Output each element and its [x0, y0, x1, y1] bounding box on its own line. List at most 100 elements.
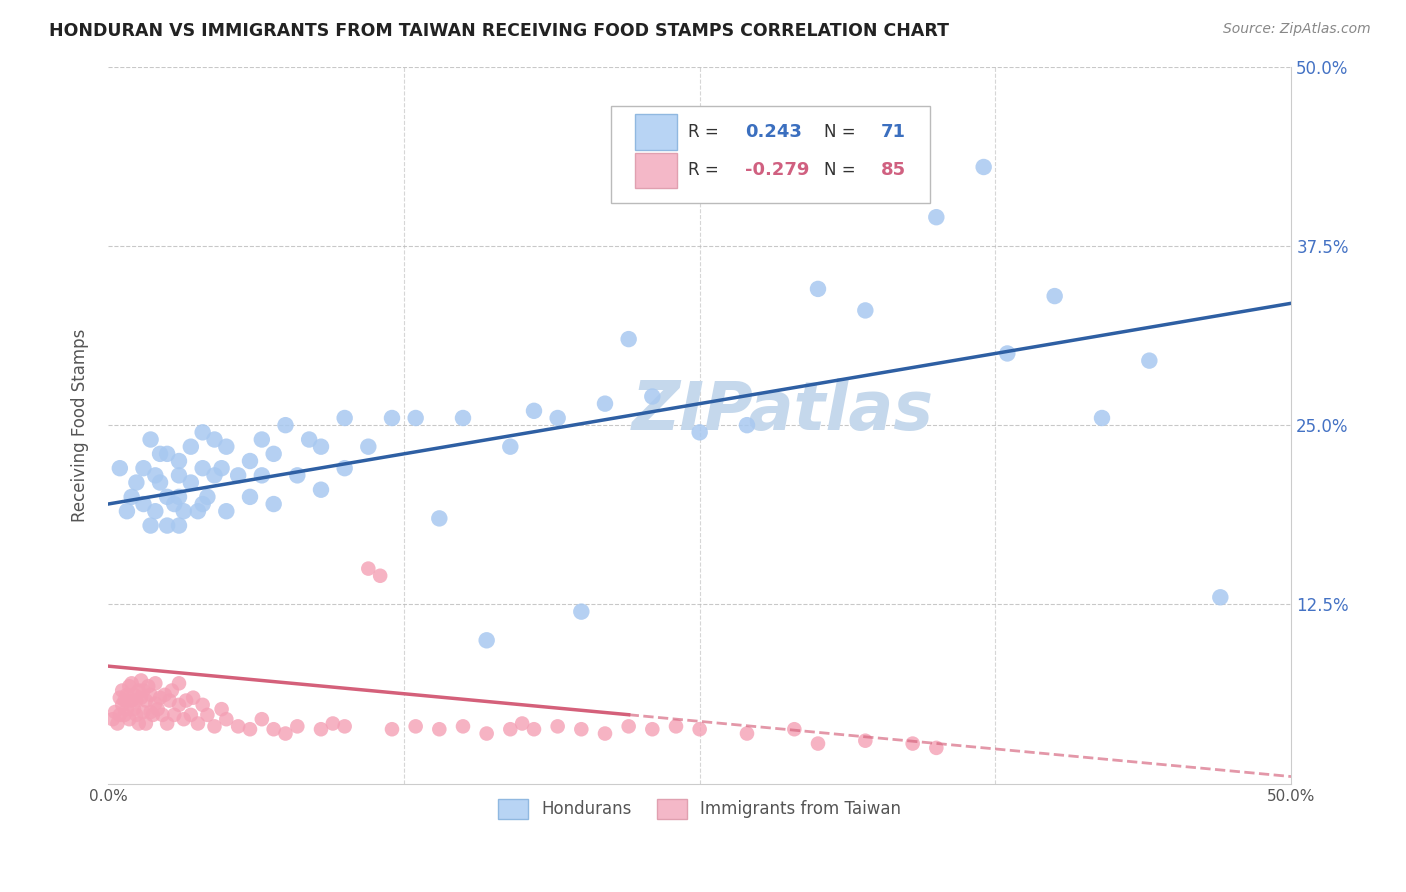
Point: [149, 447, 172, 461]
Point: [333, 461, 356, 475]
Point: [159, 693, 181, 707]
Point: [689, 723, 711, 737]
Point: [180, 475, 202, 490]
Point: [309, 723, 332, 737]
Point: [139, 518, 162, 533]
Point: [250, 433, 273, 447]
Point: [125, 707, 148, 722]
Point: [405, 719, 427, 733]
Point: [146, 702, 169, 716]
Point: [783, 723, 806, 737]
Point: [128, 716, 150, 731]
Point: [132, 461, 155, 475]
Point: [215, 440, 238, 454]
Text: -0.279: -0.279: [745, 161, 808, 179]
Point: [547, 719, 569, 733]
Y-axis label: Receiving Food Stamps: Receiving Food Stamps: [72, 328, 89, 522]
Point: [593, 397, 616, 411]
Point: [125, 693, 148, 707]
Point: [523, 723, 546, 737]
Point: [122, 688, 145, 702]
Point: [735, 726, 758, 740]
Point: [239, 723, 262, 737]
Point: [167, 698, 190, 712]
Point: [197, 490, 219, 504]
Point: [143, 504, 166, 518]
Point: [1137, 353, 1160, 368]
Point: [239, 490, 262, 504]
Point: [149, 475, 172, 490]
Point: [139, 433, 162, 447]
Point: [163, 497, 186, 511]
Point: [451, 719, 474, 733]
Text: N =: N =: [824, 122, 855, 141]
Point: [204, 468, 226, 483]
Point: [405, 411, 427, 425]
Point: [215, 504, 238, 518]
Point: [191, 698, 214, 712]
Point: [523, 404, 546, 418]
Point: [215, 712, 238, 726]
Point: [204, 719, 226, 733]
Point: [901, 737, 924, 751]
Point: [143, 468, 166, 483]
Point: [204, 433, 226, 447]
Point: [115, 702, 138, 716]
Point: [167, 490, 190, 504]
Point: [118, 679, 141, 693]
Point: [211, 461, 233, 475]
Point: [807, 282, 830, 296]
Point: [617, 719, 640, 733]
Point: [226, 468, 249, 483]
Point: [132, 683, 155, 698]
Point: [569, 723, 592, 737]
Point: [381, 723, 404, 737]
Text: 85: 85: [880, 161, 905, 179]
Point: [593, 726, 616, 740]
Point: [125, 475, 148, 490]
Point: [250, 712, 273, 726]
Point: [128, 683, 150, 698]
Point: [104, 705, 127, 719]
Point: [853, 733, 876, 747]
Text: ZIPatlas: ZIPatlas: [631, 378, 934, 444]
Text: 0.243: 0.243: [745, 122, 801, 141]
Point: [925, 210, 948, 224]
Point: [191, 497, 214, 511]
Point: [191, 425, 214, 440]
Point: [129, 690, 152, 705]
Point: [174, 693, 197, 707]
Point: [211, 702, 233, 716]
Point: [973, 160, 995, 174]
Point: [153, 688, 176, 702]
Point: [108, 690, 131, 705]
Point: [641, 389, 664, 403]
Point: [135, 716, 157, 731]
Point: [121, 693, 143, 707]
Point: [263, 497, 285, 511]
Point: [274, 418, 297, 433]
Point: [995, 346, 1018, 360]
Point: [381, 411, 404, 425]
Point: [499, 440, 522, 454]
Text: HONDURAN VS IMMIGRANTS FROM TAIWAN RECEIVING FOOD STAMPS CORRELATION CHART: HONDURAN VS IMMIGRANTS FROM TAIWAN RECEI…: [49, 22, 949, 40]
Legend: Hondurans, Immigrants from Taiwan: Hondurans, Immigrants from Taiwan: [492, 792, 908, 826]
Point: [139, 688, 162, 702]
FancyBboxPatch shape: [634, 153, 678, 188]
Point: [427, 723, 450, 737]
Point: [114, 693, 136, 707]
Point: [115, 504, 138, 518]
Point: [1043, 289, 1066, 303]
Point: [735, 418, 758, 433]
Point: [132, 497, 155, 511]
Point: [187, 504, 209, 518]
Point: [135, 693, 157, 707]
Point: [191, 461, 214, 475]
Text: N =: N =: [824, 161, 855, 179]
Point: [475, 633, 498, 648]
Point: [357, 440, 380, 454]
Point: [641, 723, 664, 737]
Point: [180, 707, 202, 722]
Point: [665, 719, 688, 733]
Point: [1091, 411, 1114, 425]
